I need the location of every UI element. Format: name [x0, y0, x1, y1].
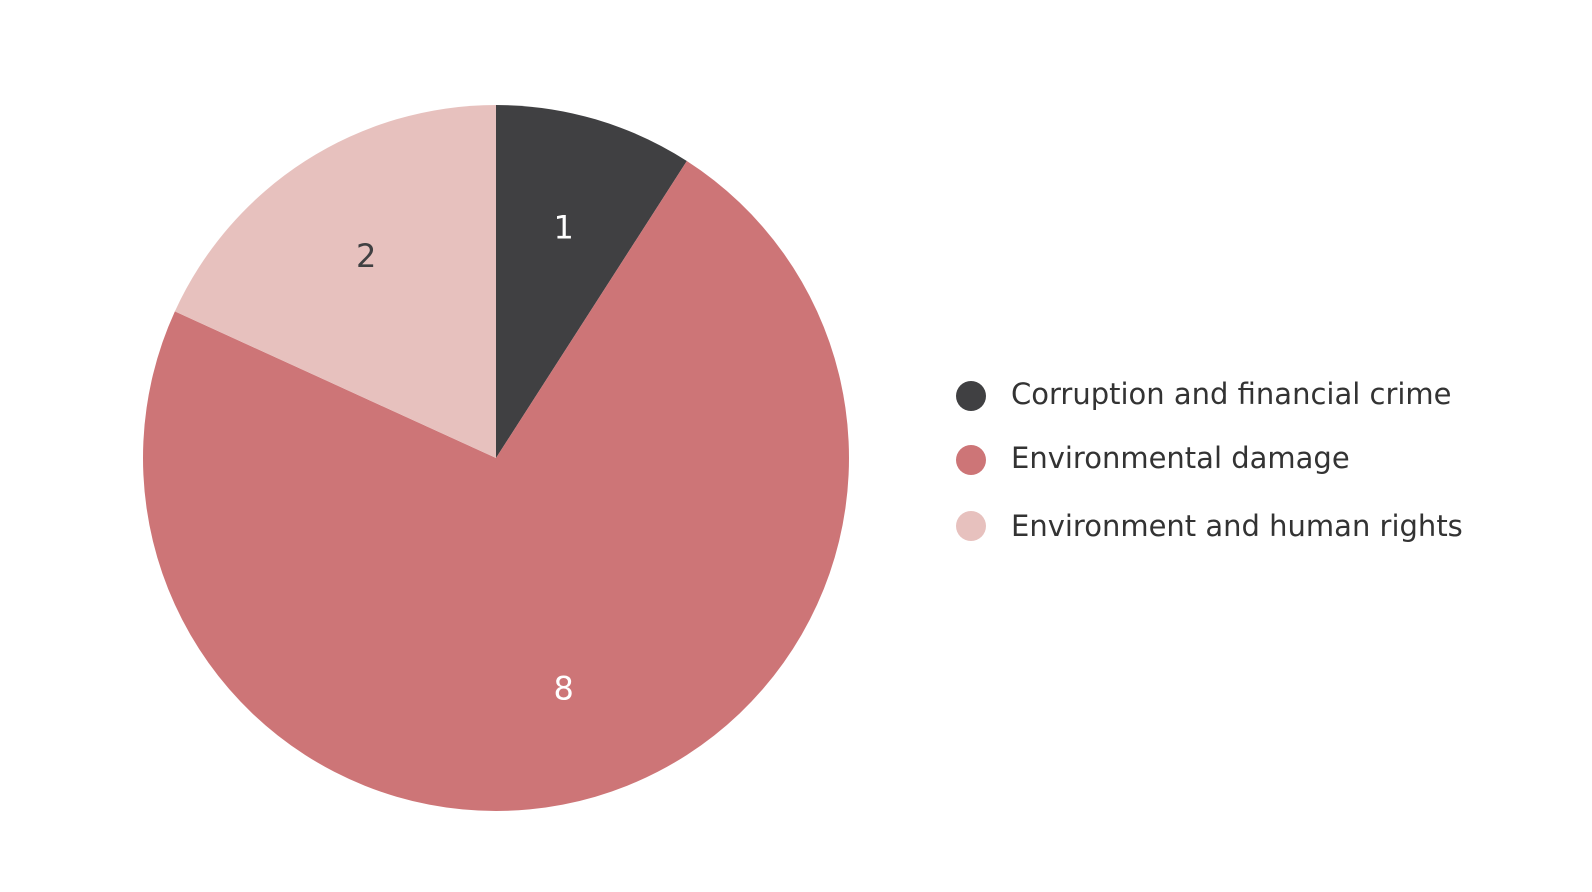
pie-slice-corruption-and-financial-crime[interactable]	[496, 105, 687, 458]
legend-item-environment-human-rights[interactable]: Environment and human rights	[956, 509, 1463, 543]
legend-label-environmental-damage: Environmental damage	[1011, 441, 1350, 475]
pie-slice-value-environmental-damage: 8	[553, 669, 573, 707]
legend-label-corruption: Corruption and financial crime	[1011, 377, 1452, 411]
pie-slice-environmental-damage[interactable]	[142, 161, 850, 812]
legend-swatch-environmental-damage	[956, 445, 986, 475]
legend-label-environment-human-rights: Environment and human rights	[1011, 509, 1463, 543]
pie-slice-value-environment-and-human-rights: 2	[356, 237, 376, 275]
legend-swatch-environment-human-rights	[956, 511, 986, 541]
pie-slice-value-corruption-and-financial-crime: 1	[553, 209, 573, 247]
pie-slices	[142, 104, 850, 812]
legend-item-corruption[interactable]: Corruption and financial crime	[956, 377, 1452, 411]
pie-slice-labels: 1 8 2	[356, 209, 574, 708]
legend: Corruption and financial crime Environme…	[956, 377, 1463, 543]
legend-swatch-corruption	[956, 381, 986, 411]
pie-slice-environment-and-human-rights[interactable]	[174, 104, 496, 458]
legend-item-environmental-damage[interactable]: Environmental damage	[956, 441, 1350, 475]
